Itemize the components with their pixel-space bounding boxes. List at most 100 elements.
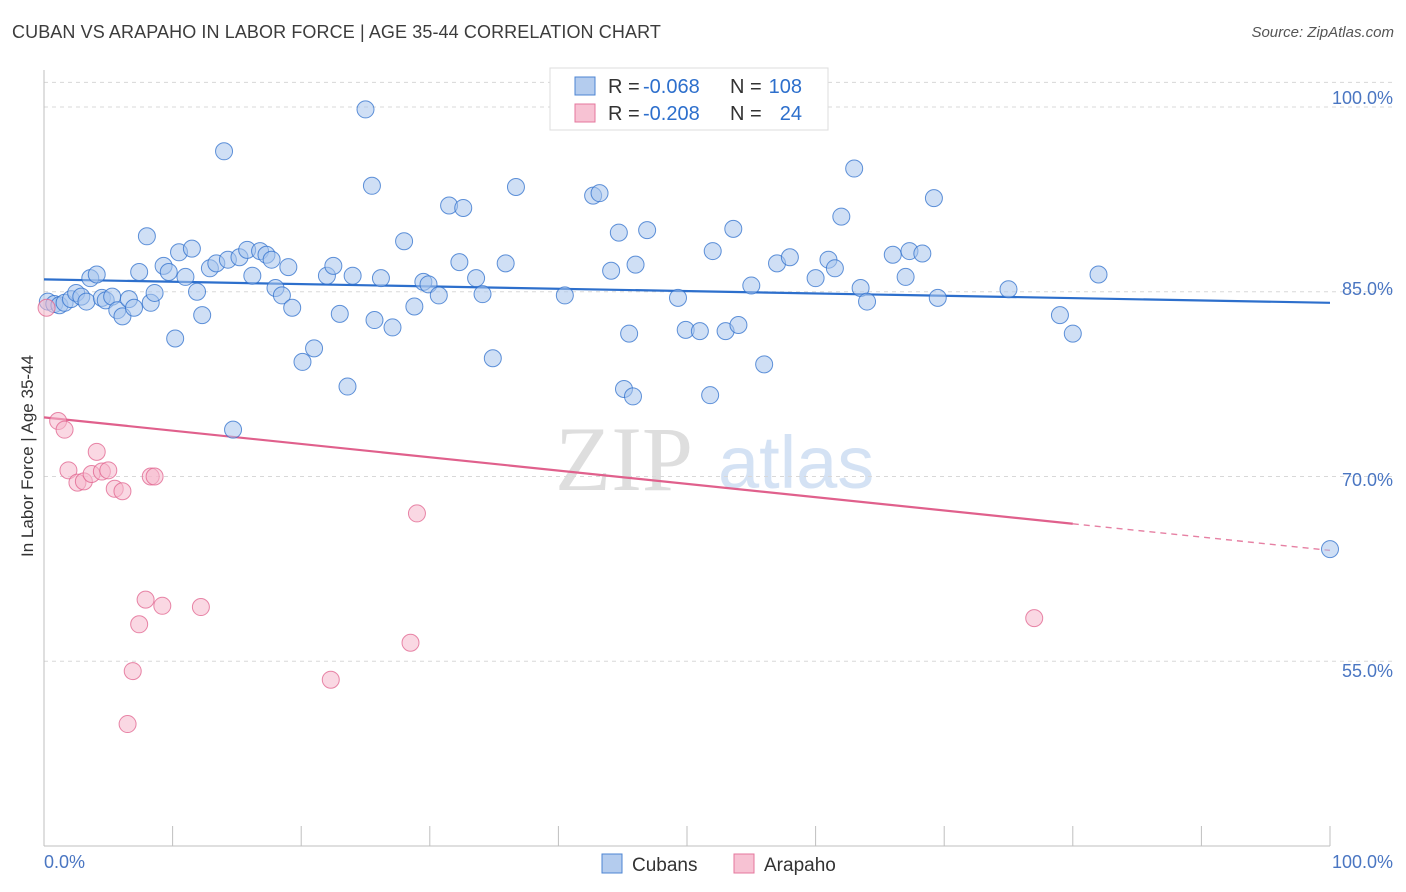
- point-cubans-47: [324, 256, 343, 275]
- point-cubans-51: [356, 100, 375, 119]
- point-cubans-56: [395, 232, 414, 251]
- point-cubans-9: [87, 265, 106, 284]
- point-cubans-33: [224, 420, 243, 439]
- stats-legend-box: [549, 67, 829, 131]
- point-cubans-106: [1063, 324, 1082, 343]
- point-cubans-36: [243, 266, 262, 285]
- point-cubans-22: [159, 263, 178, 282]
- point-cubans-78: [638, 221, 657, 240]
- point-cubans-105: [1050, 306, 1069, 325]
- point-cubans-88: [755, 355, 774, 374]
- point-arapaho-23: [1025, 609, 1044, 628]
- chart-title: CUBAN VS ARAPAHO IN LABOR FORCE | AGE 35…: [12, 22, 661, 42]
- point-cubans-83: [703, 242, 722, 261]
- point-cubans-62: [450, 253, 469, 272]
- point-cubans-66: [483, 349, 502, 368]
- point-arapaho-19: [191, 598, 210, 617]
- point-arapaho-7: [87, 442, 106, 461]
- y-tick-label-85: 85.0%: [1342, 279, 1393, 299]
- bottom-legend-swatch-arapaho: [733, 853, 755, 874]
- point-cubans-99: [896, 267, 915, 286]
- point-cubans-94: [832, 207, 851, 226]
- y-tick-label-70: 70.0%: [1342, 470, 1393, 490]
- stats-legend: R = -0.068 N = 108 R = -0.208 N = 24: [549, 67, 829, 131]
- point-cubans-64: [467, 269, 486, 288]
- point-cubans-54: [371, 269, 390, 288]
- point-cubans-81: [690, 322, 709, 341]
- legend-r-value-cubans: -0.068: [643, 76, 700, 98]
- legend-n-label-arapaho: N =: [730, 103, 762, 125]
- point-cubans-57: [405, 297, 424, 316]
- point-arapaho-15: [136, 590, 155, 609]
- point-cubans-107: [1089, 265, 1108, 284]
- point-cubans-93: [825, 259, 844, 278]
- legend-n-value-cubans: 108: [769, 76, 802, 98]
- point-cubans-63: [454, 198, 473, 217]
- point-cubans-43: [283, 298, 302, 317]
- point-cubans-69: [555, 286, 574, 305]
- legend-r-label-cubans: R =: [608, 76, 640, 98]
- data-points: [37, 100, 1339, 734]
- point-cubans-41: [272, 286, 291, 305]
- point-cubans-73: [609, 223, 628, 242]
- watermark-zip: ZIP: [555, 408, 693, 510]
- point-arapaho-13: [123, 662, 142, 681]
- point-arapaho-17: [145, 467, 164, 486]
- point-arapaho-3: [59, 461, 78, 480]
- point-arapaho-2: [55, 420, 74, 439]
- x-tick-label-max: 100.0%: [1332, 852, 1393, 872]
- point-cubans-68: [506, 178, 525, 197]
- point-arapaho-22: [407, 504, 426, 523]
- point-cubans-72: [602, 261, 621, 280]
- y-axis-title: In Labor Force | Age 35-44: [18, 355, 37, 557]
- y-tick-label-100: 100.0%: [1332, 88, 1393, 108]
- point-cubans-71: [590, 184, 609, 203]
- point-cubans-27: [188, 282, 207, 301]
- point-cubans-97: [858, 292, 877, 311]
- chart-source: Source: ZipAtlas.com: [1251, 24, 1394, 41]
- series-legend: Cubans Arapaho: [601, 853, 836, 876]
- trend-lines: [43, 278, 1331, 552]
- axes: [43, 70, 1331, 847]
- trend-line-extension-arapaho: [1072, 523, 1331, 552]
- bottom-legend-label-cubans: Cubans: [632, 855, 698, 876]
- point-cubans-42: [279, 258, 298, 277]
- point-cubans-48: [330, 304, 349, 323]
- point-cubans-95: [845, 159, 864, 178]
- point-arapaho-21: [401, 633, 420, 652]
- point-cubans-28: [193, 306, 212, 325]
- point-cubans-102: [924, 189, 943, 208]
- point-arapaho-11: [113, 482, 132, 501]
- point-cubans-103: [928, 288, 947, 307]
- point-cubans-60: [429, 286, 448, 305]
- point-cubans-77: [626, 255, 645, 274]
- point-cubans-52: [362, 176, 381, 195]
- point-cubans-26: [182, 239, 201, 258]
- point-cubans-23: [166, 329, 185, 348]
- trend-line-cubans: [43, 278, 1331, 304]
- point-cubans-7: [77, 292, 96, 311]
- point-cubans-90: [780, 248, 799, 267]
- point-cubans-91: [806, 269, 825, 288]
- legend-r-label-arapaho: R =: [608, 103, 640, 125]
- point-arapaho-12: [118, 715, 137, 734]
- legend-n-value-arapaho: 24: [780, 103, 802, 125]
- point-cubans-50: [343, 266, 362, 285]
- legend-swatch-arapaho: [574, 103, 596, 123]
- point-arapaho-18: [153, 596, 172, 615]
- point-arapaho-0: [37, 298, 56, 317]
- point-arapaho-14: [130, 615, 149, 634]
- watermark-atlas: atlas: [718, 421, 874, 504]
- point-cubans-101: [913, 244, 932, 263]
- point-cubans-44: [293, 352, 312, 371]
- point-cubans-55: [383, 318, 402, 337]
- point-cubans-108: [1321, 540, 1339, 559]
- y-tick-label-55: 55.0%: [1342, 661, 1393, 681]
- point-cubans-65: [473, 285, 492, 304]
- point-cubans-76: [623, 387, 642, 406]
- point-cubans-67: [496, 254, 515, 273]
- point-cubans-75: [620, 324, 639, 343]
- point-cubans-85: [724, 219, 743, 238]
- point-cubans-87: [742, 276, 761, 295]
